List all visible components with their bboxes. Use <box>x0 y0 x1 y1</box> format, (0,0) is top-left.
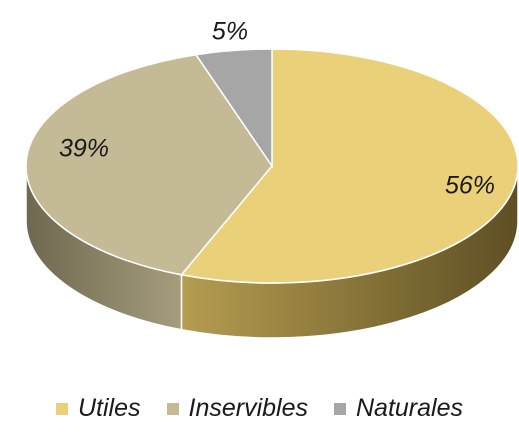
pie-slice-inservibles <box>25 53 273 276</box>
data-label-naturales: 5% <box>212 18 248 46</box>
data-label-inservibles: 39% <box>59 135 109 163</box>
legend-item-naturales: Naturales <box>334 394 463 423</box>
pie-slice-naturales <box>194 48 273 169</box>
legend: Utiles Inservibles Naturales <box>0 394 519 423</box>
legend-swatch-naturales <box>334 402 346 415</box>
legend-label-naturales: Naturales <box>356 394 463 422</box>
legend-swatch-inservibles <box>166 402 179 415</box>
legend-label-inservibles: Inservibles <box>188 394 309 422</box>
legend-label-utiles: Utiles <box>77 394 141 422</box>
legend-item-inservibles: Inservibles <box>166 394 309 423</box>
data-label-utiles: 56% <box>445 172 495 200</box>
legend-swatch-utiles <box>55 402 68 415</box>
legend-item-utiles: Utiles <box>55 394 141 423</box>
pie-slice-utiles <box>180 48 519 284</box>
